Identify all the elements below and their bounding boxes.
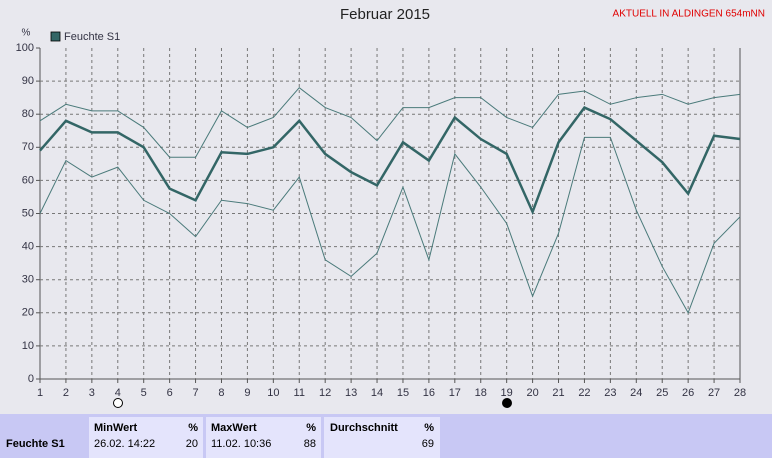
x-tick-label: 11 [294, 387, 305, 399]
max-time: 11.02. 10:36 [211, 438, 271, 450]
legend-swatch [50, 31, 61, 42]
y-tick-label: 20 [22, 307, 34, 319]
x-tick-label: 23 [604, 387, 616, 399]
background [0, 0, 772, 414]
avg-unit: % [424, 422, 434, 434]
y-tick-label: 100 [16, 42, 34, 54]
x-tick-label: 25 [656, 387, 668, 399]
y-tick-label: 70 [22, 141, 34, 153]
x-tick-label: 5 [141, 387, 147, 399]
x-tick-label: 8 [218, 387, 224, 399]
x-tick-label: 4 [115, 387, 121, 399]
min-header: MinWert [94, 422, 138, 434]
summary-cell [89, 417, 203, 458]
x-tick-label: 10 [267, 387, 279, 399]
y-tick-label: 30 [22, 274, 34, 286]
x-tick-label: 18 [475, 387, 487, 399]
avg-value: 69 [422, 438, 434, 450]
series-line [39, 106, 741, 216]
summary-label: Feuchte S1 [6, 438, 65, 450]
y-tick-label: 90 [22, 75, 34, 87]
marker-filled [502, 398, 512, 408]
x-tick-label: 7 [192, 387, 198, 399]
chart-subtitle: AKTUELL IN ALDINGEN 654mNN [613, 9, 765, 20]
x-tick-label: 16 [423, 387, 435, 399]
max-header: MaxWert [211, 422, 257, 434]
x-tick-label: 1 [37, 387, 43, 399]
x-tick-label: 21 [552, 387, 564, 399]
min-time: 26.02. 14:22 [94, 438, 155, 450]
x-tick-label: 9 [244, 387, 250, 399]
series-line [39, 87, 741, 158]
marker-open [113, 398, 123, 408]
summary-cell [206, 417, 321, 458]
min-value: 20 [186, 438, 198, 450]
x-tick-label: 20 [526, 387, 538, 399]
x-tick-label: 2 [63, 387, 69, 399]
x-tick-label: 3 [89, 387, 95, 399]
x-tick-label: 15 [397, 387, 409, 399]
x-tick-label: 28 [734, 387, 746, 399]
y-tick-label: 10 [22, 340, 34, 352]
legend-label: Feuchte S1 [64, 31, 120, 43]
y-tick-label: 60 [22, 174, 34, 186]
x-tick-label: 6 [167, 387, 173, 399]
x-tick-label: 14 [371, 387, 383, 399]
max-unit: % [306, 422, 316, 434]
max-value: 88 [304, 438, 316, 450]
y-tick-label: 0 [28, 373, 34, 385]
x-tick-label: 26 [682, 387, 694, 399]
x-tick-label: 22 [578, 387, 590, 399]
series-line [39, 136, 741, 314]
y-tick-label: 50 [22, 207, 34, 219]
x-tick-label: 27 [708, 387, 720, 399]
x-tick-label: 13 [345, 387, 357, 399]
y-axis-label: % [22, 28, 31, 39]
y-tick-label: 80 [22, 108, 34, 120]
x-tick-label: 12 [319, 387, 331, 399]
x-tick-label: 17 [449, 387, 461, 399]
avg-header: Durchschnitt [330, 422, 398, 434]
summary-cell [324, 417, 440, 458]
x-tick-label: 19 [501, 387, 513, 399]
x-tick-label: 24 [630, 387, 642, 399]
y-tick-label: 40 [22, 241, 34, 253]
chart-title: Februar 2015 [340, 6, 430, 23]
min-unit: % [188, 422, 198, 434]
